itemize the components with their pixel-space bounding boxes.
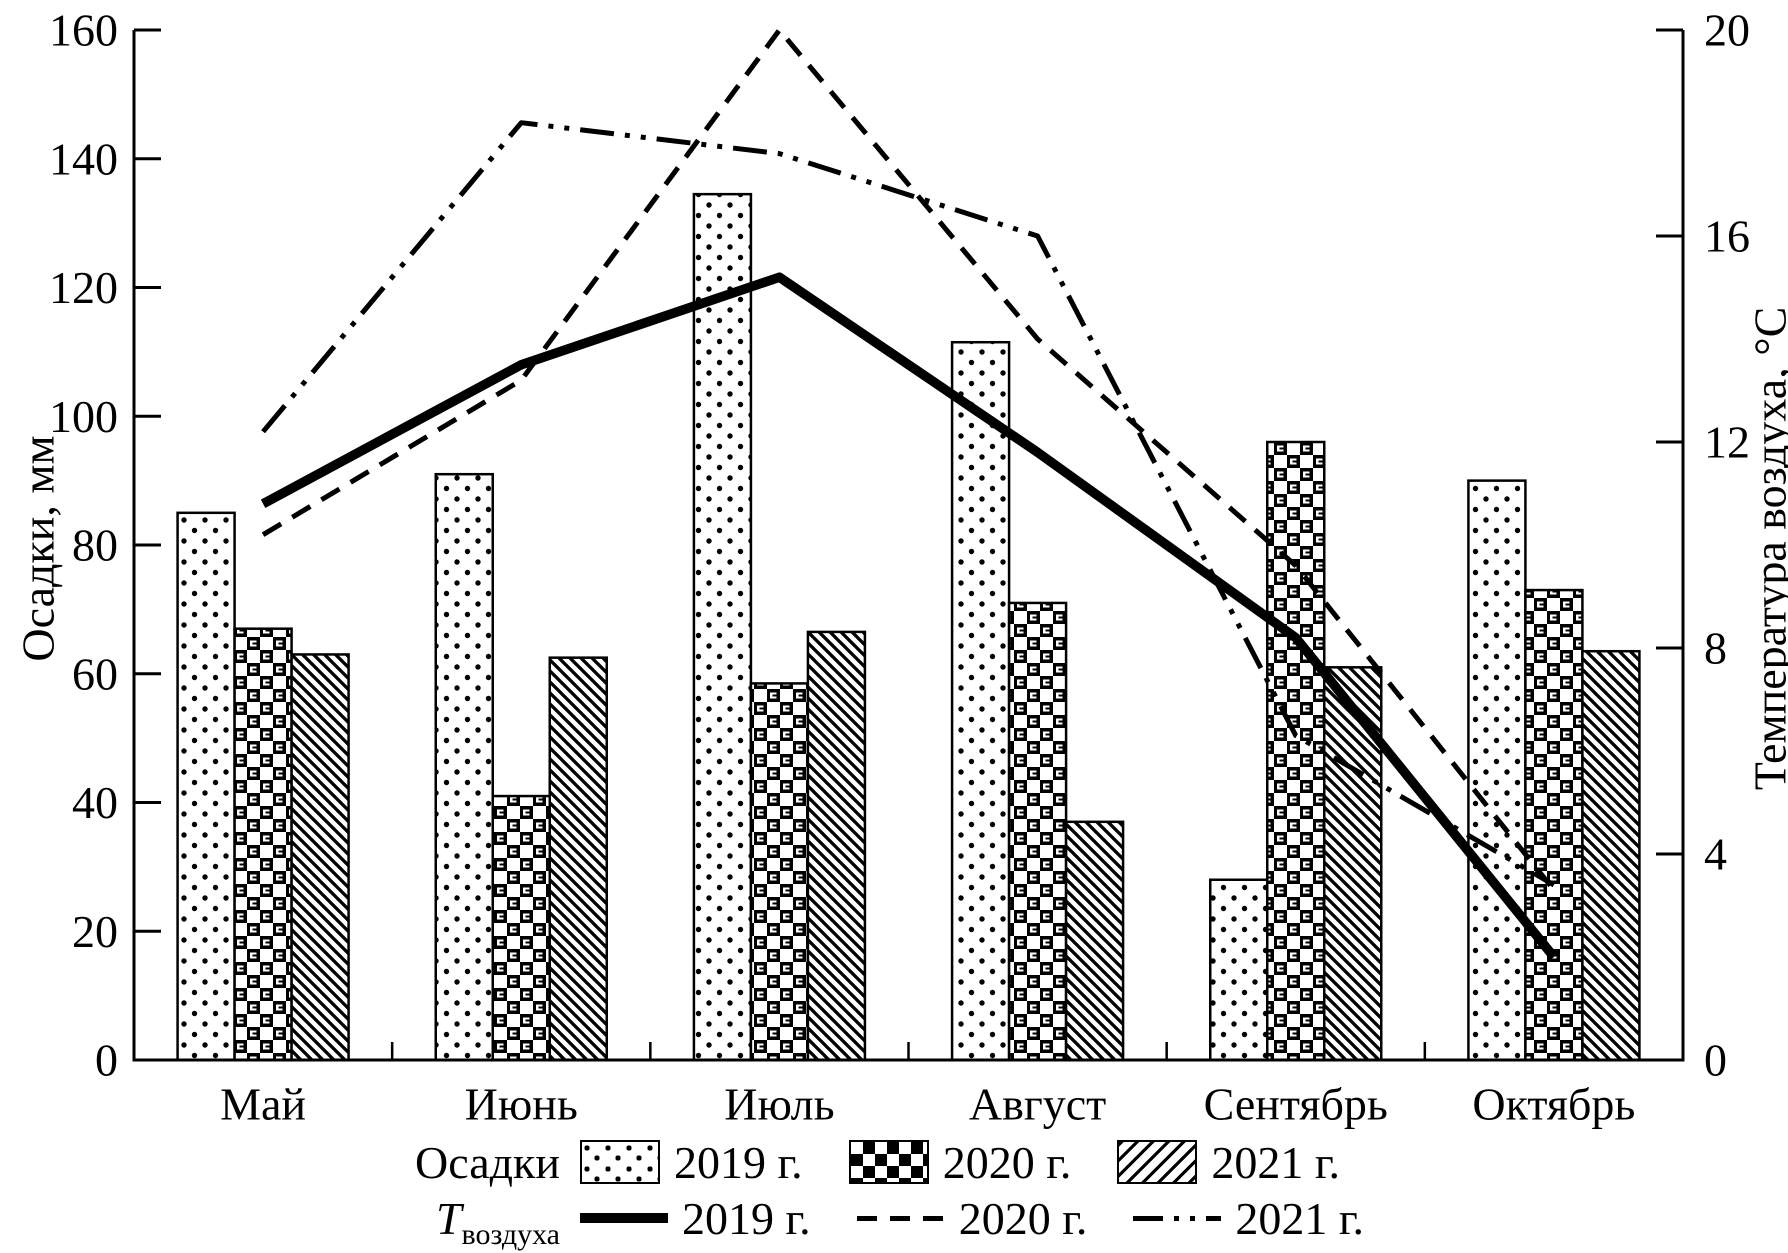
right-axis-title: Температура воздуха, °С <box>1744 306 1788 791</box>
bars-layer <box>176 192 1641 1062</box>
bar-2019-Сентябрь <box>1209 878 1269 1062</box>
solid-line-swatch <box>580 1213 668 1223</box>
legend-line-2020-label: 2020 г. <box>958 1192 1088 1244</box>
lines-layer <box>260 27 1558 960</box>
right-axis-tick-label: 20 <box>1704 5 1750 56</box>
left-axis-tick-label: 0 <box>95 1035 118 1086</box>
temperature-line-2020 <box>261 27 1556 892</box>
dots-pattern-swatch <box>580 1140 660 1184</box>
bar-2021-Июль <box>806 630 867 1062</box>
checker-pattern-swatch <box>848 1140 929 1184</box>
left-axis-tick-label: 160 <box>49 5 118 56</box>
bar-2021-Июнь <box>548 656 608 1062</box>
bar-2020-Сентябрь <box>1266 440 1326 1062</box>
left-axis-tick-label: 20 <box>72 906 118 957</box>
legend-bar-2019-label: 2019 г. <box>674 1136 803 1188</box>
legend-precipitation-row: Осадки 2019 г. 2020 г. 2021 г. <box>388 1134 1380 1190</box>
dashed-line-swatch <box>856 1215 945 1221</box>
bar-2020-Июнь <box>491 794 551 1062</box>
bar-2020-Август <box>1007 601 1068 1062</box>
x-tick-label: Май <box>220 1079 306 1130</box>
left-axis-tick-label: 120 <box>49 262 118 313</box>
axes-layer <box>132 28 1685 1062</box>
bar-2021-Октябрь <box>1581 649 1641 1062</box>
temperature-line-2021 <box>261 120 1556 888</box>
legend-bar-2020-label: 2020 г. <box>942 1136 1072 1188</box>
bar-2019-Август <box>950 340 1011 1062</box>
right-axis-tick-label: 12 <box>1704 417 1750 468</box>
bar-2020-Май <box>233 627 293 1062</box>
right-axis-tick-label: 4 <box>1704 829 1727 880</box>
legend-line-2021-label: 2021 г. <box>1235 1192 1365 1244</box>
left-axis-tick-label: 40 <box>72 777 118 828</box>
bar-2021-Август <box>1064 820 1125 1062</box>
right-axis-tick-label: 16 <box>1704 211 1750 262</box>
left-axis-title: Осадки, мм <box>12 435 64 662</box>
left-axis-tick-label: 100 <box>49 391 118 442</box>
temperature-line-2019 <box>260 272 1558 960</box>
bar-2021-Май <box>290 653 350 1062</box>
legend-lines-label: Tвоздуха <box>388 1192 560 1250</box>
legend-line-2019-label: 2019 г. <box>682 1192 811 1244</box>
temperature-symbol: T <box>435 1192 462 1244</box>
x-tick-label: Июнь <box>465 1079 578 1130</box>
x-tick-label: Июль <box>724 1079 834 1130</box>
x-tick-label: Сентябрь <box>1204 1079 1388 1130</box>
legend-bars-label: Осадки <box>415 1136 560 1188</box>
x-tick-label: Октябрь <box>1472 1079 1635 1130</box>
bar-2019-Май <box>176 511 236 1062</box>
legend-temperature-row: Tвоздуха 2019 г. 2020 г. 2021 г. <box>388 1190 1404 1250</box>
left-axis-tick-label: 60 <box>72 648 118 699</box>
dash-dot-dot-line-swatch <box>1133 1215 1222 1221</box>
right-axis-tick-label: 0 <box>1704 1035 1727 1086</box>
right-axis-tick-label: 8 <box>1704 623 1727 674</box>
bar-2020-Октябрь <box>1524 588 1584 1062</box>
left-axis-tick-label: 140 <box>49 133 118 184</box>
bar-2019-Июнь <box>434 472 494 1062</box>
temperature-symbol-subscript: воздуха <box>461 1217 560 1251</box>
x-tick-label: Август <box>969 1079 1106 1130</box>
bar-2019-Июль <box>692 192 753 1062</box>
diagonal-pattern-swatch <box>1117 1140 1198 1184</box>
bar-2019-Октябрь <box>1467 479 1527 1062</box>
left-axis-tick-label: 80 <box>72 520 118 571</box>
legend-bar-2021-label: 2021 г. <box>1211 1136 1341 1188</box>
tick-labels-layer: 0 20 40 60 80 100 120 140 160 0 4 8 12 16 20 Май Июнь Июл… <box>49 5 1750 1130</box>
bar-2020-Июль <box>749 682 810 1062</box>
